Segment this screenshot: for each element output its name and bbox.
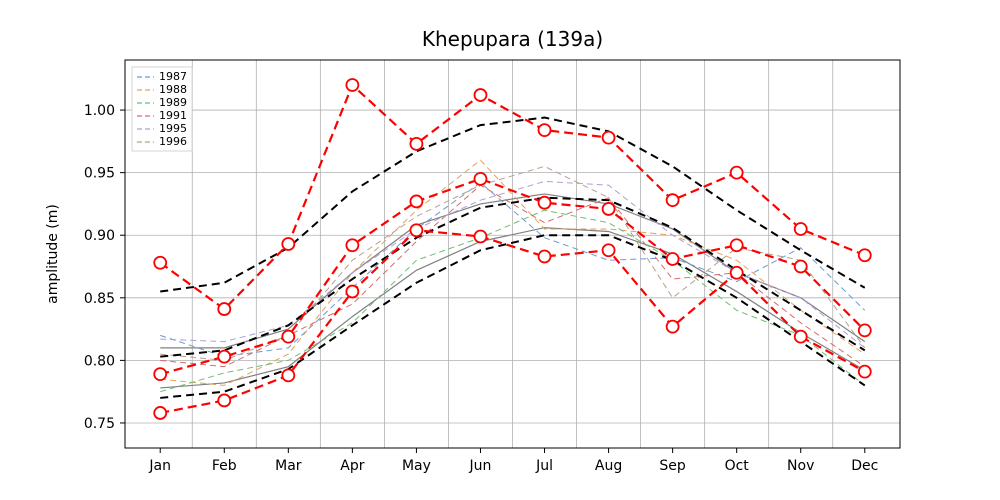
x-tick-label: Jul: [535, 458, 553, 474]
y-tick-label: 0.85: [84, 291, 115, 307]
x-tick-label: Feb: [212, 458, 237, 474]
chart-title: Khepupara (139a): [422, 27, 603, 51]
legend-label: 1991: [159, 109, 187, 122]
chart-container: Jan Feb Mar Apr May Jun Jul Aug Sep Oct Nov Dec 0.75…: [0, 0, 1000, 500]
line-chart: Jan Feb Mar Apr May Jun Jul Aug Sep Oct Nov Dec 0.75…: [0, 0, 1000, 500]
y-tick-label: 0.90: [84, 228, 115, 244]
x-tick-label: Mar: [275, 458, 302, 474]
x-tick-label: Nov: [787, 458, 814, 474]
x-tick-label: Aug: [595, 458, 622, 474]
y-tick-label: 1.00: [84, 103, 115, 119]
y-tick-label: 0.75: [84, 416, 115, 432]
legend-label: 1996: [159, 135, 187, 148]
x-tick-label: May: [402, 458, 431, 474]
x-tick-label: Sep: [659, 458, 686, 474]
x-tick-label: Apr: [340, 458, 364, 474]
legend-label: 1989: [159, 96, 187, 109]
x-tick-label: Dec: [851, 458, 878, 474]
legend-label: 1987: [159, 70, 187, 83]
x-tick-label: Oct: [725, 458, 750, 474]
x-tick-label: Jan: [148, 458, 171, 474]
x-tick-label: Jun: [469, 458, 492, 474]
legend-label: 1995: [159, 122, 187, 135]
y-tick-label: 0.95: [84, 166, 115, 182]
y-axis-label: amplitude (m): [45, 204, 61, 304]
y-tick-label: 0.80: [84, 353, 115, 369]
legend-label: 1988: [159, 83, 187, 96]
